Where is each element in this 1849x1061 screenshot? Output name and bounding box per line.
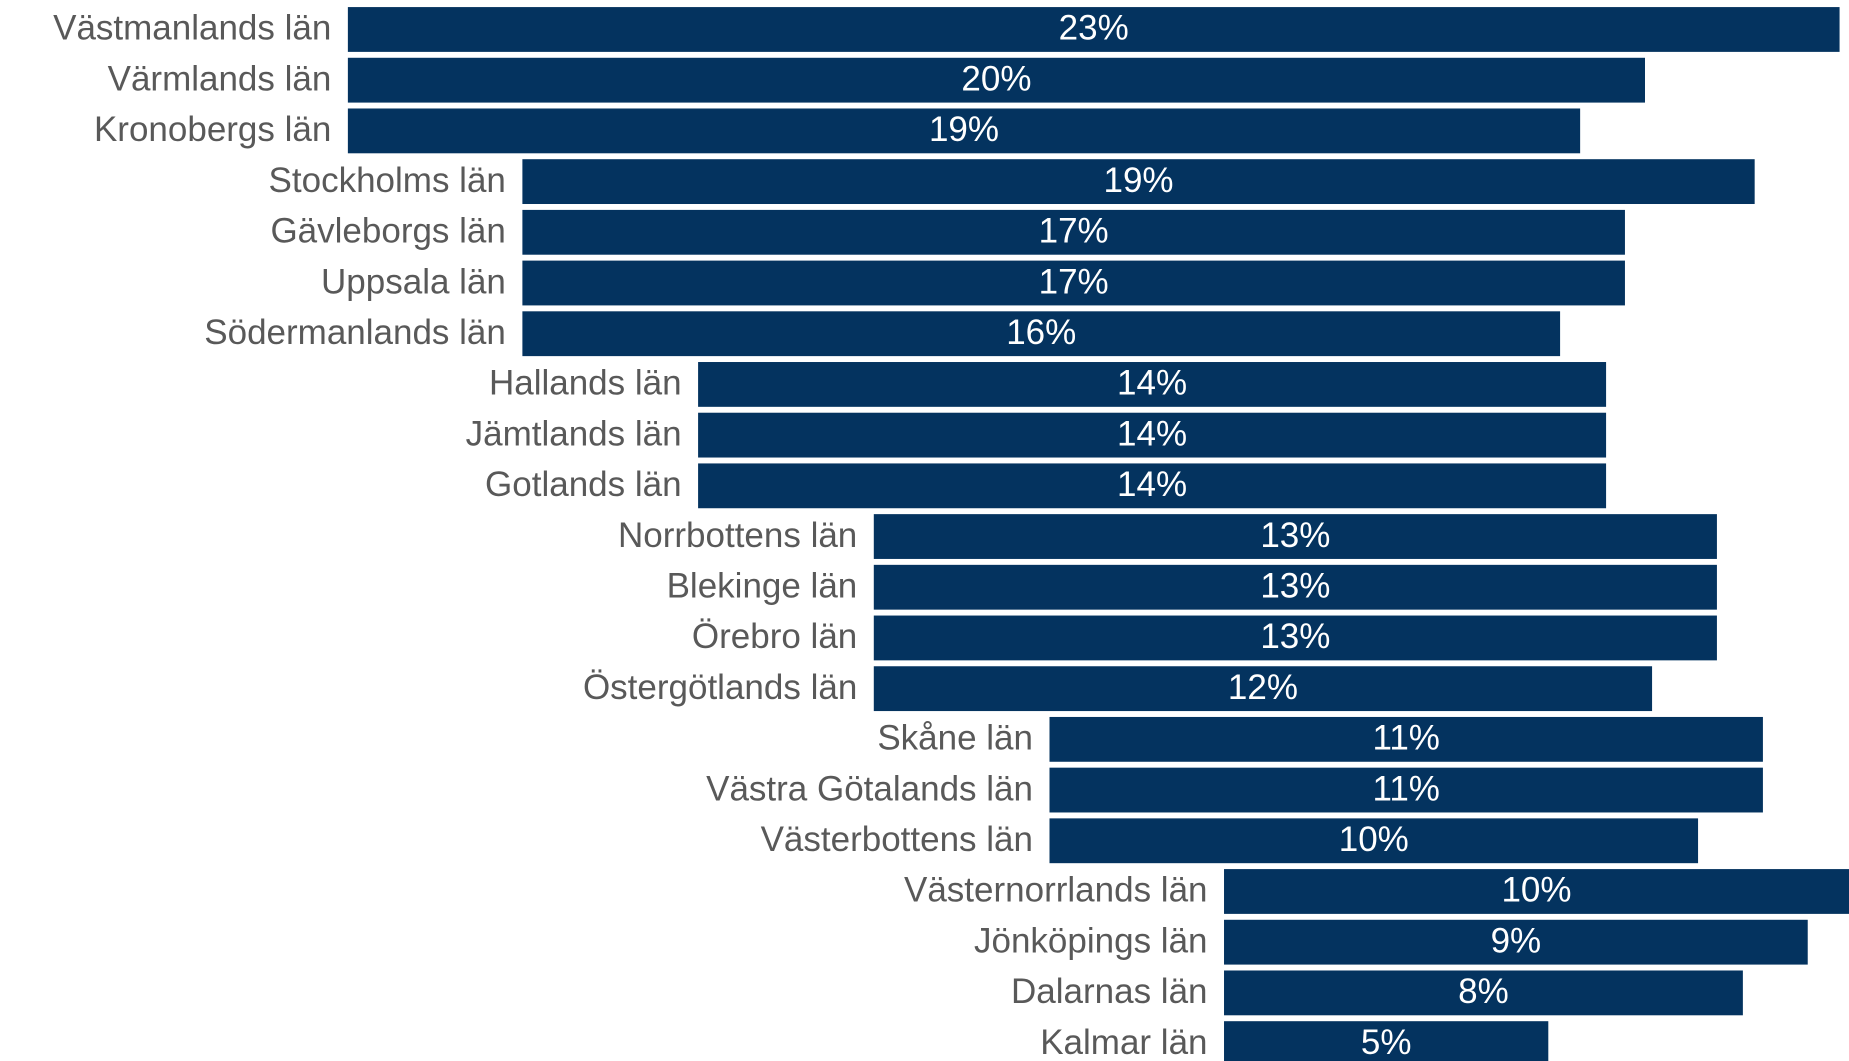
value-label: 14% [1117,414,1187,453]
category-label: Västmanlands län [53,9,331,48]
bar [347,7,1840,52]
bar [873,514,1717,559]
bar [1049,818,1699,864]
bar [347,108,1581,154]
bar [522,311,1561,357]
bar [522,159,1755,205]
value-label: 17% [1039,262,1109,301]
category-label: Östergötlands län [583,668,857,707]
value-label: 11% [1372,719,1439,758]
value-label: 13% [1260,516,1330,555]
category-label: Örebro län [692,617,857,656]
value-label: 11% [1372,769,1439,808]
category-label: Värmlands län [108,59,332,98]
bar [1049,767,1763,813]
category-label: Stockholms län [269,161,506,200]
bar [698,362,1607,407]
bar [873,564,1717,610]
value-label: 19% [929,110,999,149]
bar [1224,869,1849,914]
category-label: Jönköpings län [974,921,1208,960]
category-label: Södermanlands län [204,313,506,352]
category-label: Jämtlands län [466,414,682,453]
category-label: Kronobergs län [94,110,331,149]
bar [522,209,1625,255]
category-label: Blekinge län [667,566,858,605]
bar [873,615,1717,661]
bar [1224,919,1808,965]
category-label: Uppsala län [321,262,506,301]
category-label: Gävleborgs län [270,212,505,251]
category-label: Skåne län [877,719,1033,758]
category-label: Hallands län [489,364,682,403]
bar [698,412,1607,458]
value-label: 20% [961,59,1031,98]
category-label: Västra Götalands län [706,769,1033,808]
value-label: 8% [1458,972,1509,1011]
value-label: 19% [1103,161,1173,200]
bar [347,57,1645,103]
bar [873,666,1653,712]
category-label: Norrbottens län [618,516,857,555]
category-label: Västernorrlands län [904,871,1208,910]
value-label: 14% [1117,465,1187,504]
bar [1049,716,1763,762]
bar [1224,970,1743,1016]
category-label: Västerbottens län [761,820,1033,859]
value-label: 10% [1501,871,1571,910]
bar [522,260,1625,306]
value-label: 12% [1228,668,1298,707]
value-label: 16% [1006,313,1076,352]
category-label: Gotlands län [485,465,682,504]
category-label: Dalarnas län [1011,972,1208,1011]
value-label: 17% [1039,212,1109,251]
value-label: 10% [1339,820,1409,859]
bar [1224,1021,1549,1061]
value-label: 14% [1117,364,1187,403]
bar [698,463,1607,509]
category-label: Kalmar län [1040,1023,1207,1061]
value-label: 9% [1491,921,1542,960]
value-label: 23% [1059,9,1129,48]
value-label: 13% [1260,617,1330,656]
value-label: 13% [1260,566,1330,605]
value-label: 5% [1361,1023,1412,1061]
